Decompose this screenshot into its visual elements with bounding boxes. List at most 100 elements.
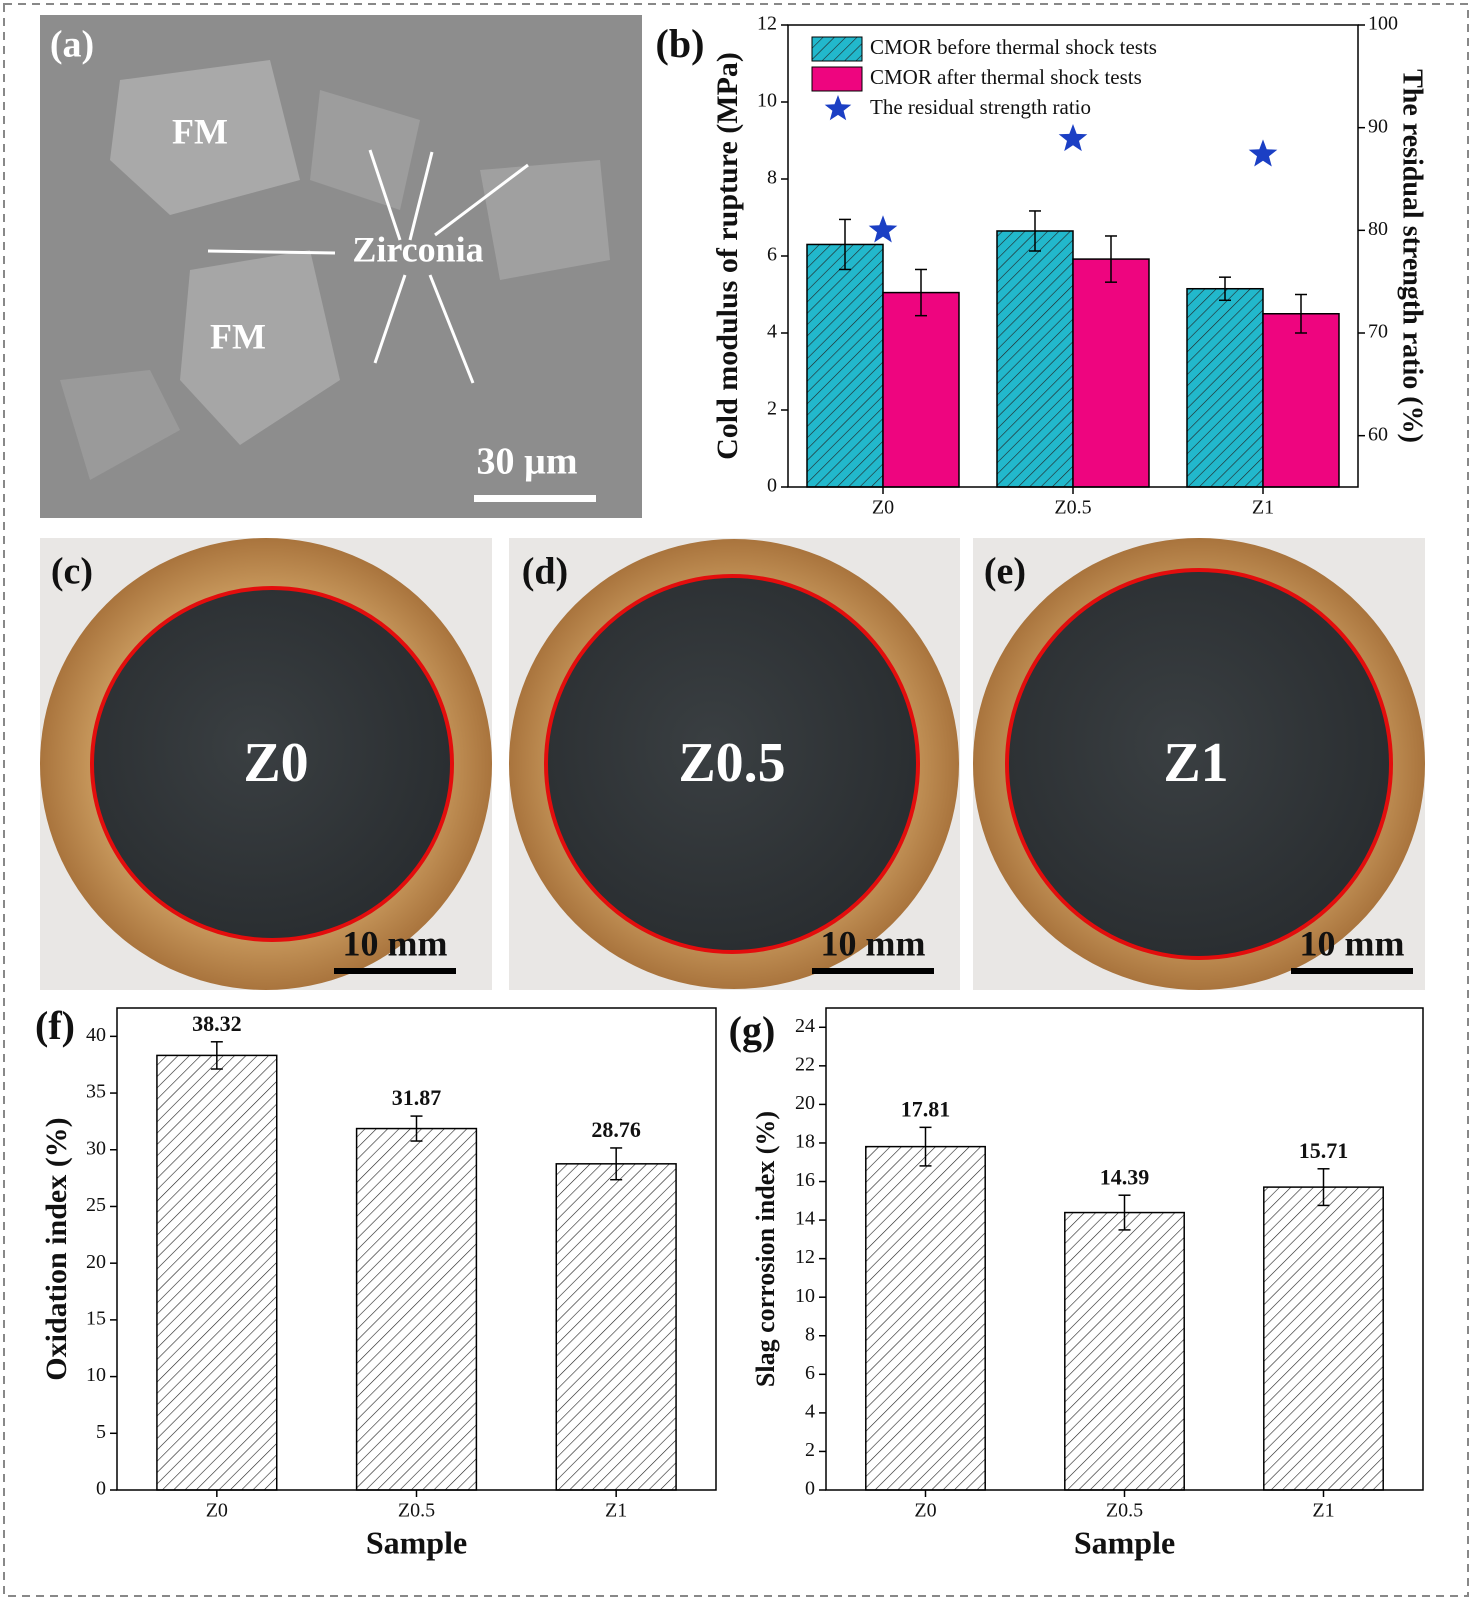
legend-swatch: [811, 66, 863, 92]
y-tick-label: 0: [96, 1478, 106, 1500]
y-tick-label: 20: [86, 1251, 106, 1273]
annotation: FM: [210, 316, 266, 356]
y-tick-label: 10: [86, 1364, 106, 1386]
y-tick-label: 8: [805, 1323, 815, 1345]
bar: [806, 243, 884, 488]
bar: [882, 291, 960, 488]
legend-label: The residual strength ratio: [870, 95, 1091, 119]
data-label: 28.76: [591, 1117, 641, 1142]
sample-label: Z0.5: [678, 732, 785, 794]
error-bar: [1219, 276, 1231, 302]
legend-marker: [824, 95, 852, 121]
data-label: 38.32: [192, 1011, 242, 1036]
panel-label: (f): [35, 1003, 75, 1048]
y-tick-label: 15: [86, 1307, 106, 1329]
y-tick-label: 6: [767, 244, 777, 266]
bar: [1262, 313, 1340, 488]
y2-tick-label: 60: [1368, 423, 1388, 445]
star-marker: [868, 215, 898, 243]
y-tick-label: 30: [86, 1137, 106, 1159]
x-axis-label: Sample: [366, 1524, 467, 1560]
photo: (c) Z0 10 mm: [40, 538, 492, 990]
panel-label: (d): [522, 551, 568, 593]
x-tick-label: Z0: [872, 497, 894, 519]
y-axis-label: Oxidation index (%): [40, 1117, 73, 1380]
plot-frame: [825, 1007, 1424, 1491]
error-bar: [1295, 293, 1307, 334]
panel-label: (b): [656, 21, 705, 66]
x-tick-label: Z1: [1312, 1500, 1334, 1522]
y-tick-label: 35: [86, 1081, 106, 1103]
y2-tick-label: 100: [1368, 13, 1398, 35]
bar: [355, 1127, 478, 1491]
y2-tick-label: 70: [1368, 321, 1388, 343]
panel-label: (e): [984, 551, 1026, 593]
y-tick-label: 25: [86, 1194, 106, 1216]
y-tick-label: 2: [805, 1439, 815, 1461]
y-tick-label: 10: [795, 1285, 815, 1307]
scale-bar-label: 10 mm: [343, 923, 448, 963]
star-marker: [1248, 139, 1278, 167]
y-tick-label: 20: [795, 1092, 815, 1114]
bar: [156, 1054, 278, 1491]
y-tick-label: 14: [795, 1208, 815, 1230]
y2-axis-label: The residual strength ratio (%): [1397, 69, 1428, 443]
data-label: 15.71: [1299, 1138, 1349, 1163]
x-tick-label: Z0.5: [1106, 1500, 1143, 1522]
error-bar: [610, 1147, 623, 1181]
y-tick-label: 0: [767, 475, 777, 497]
error-bar: [1105, 235, 1117, 283]
data-label: 17.81: [901, 1096, 951, 1121]
sample-label: Z0: [243, 732, 308, 794]
y-tick-label: 22: [795, 1053, 815, 1075]
y-tick-label: 4: [805, 1400, 815, 1422]
legend-label: CMOR after thermal shock tests: [870, 65, 1142, 89]
data-label: 14.39: [1100, 1164, 1150, 1189]
y-tick-label: 24: [795, 1015, 815, 1037]
scale-bar-label: 10 mm: [1300, 923, 1405, 963]
panel-label: (g): [729, 1008, 776, 1053]
scale-bar-label: 10 mm: [821, 923, 926, 963]
error-bar: [1317, 1168, 1330, 1207]
bar: [1072, 258, 1150, 488]
y-tick-label: 18: [795, 1131, 815, 1153]
y-tick-label: 5: [96, 1421, 106, 1443]
sample-label: Z1: [1163, 732, 1228, 794]
y-axis-label: Slag corrosion index (%): [751, 1111, 780, 1387]
bar: [1186, 287, 1264, 488]
x-tick-label: Z1: [1252, 497, 1274, 519]
y-tick-label: 0: [805, 1478, 815, 1500]
bar: [1263, 1186, 1384, 1491]
x-tick-label: Z0: [914, 1500, 936, 1522]
y-tick-label: 2: [767, 398, 777, 420]
frame: [3, 3, 1469, 1597]
error-bar: [1118, 1194, 1131, 1231]
y-tick-label: 10: [757, 90, 777, 112]
y-tick-label: 6: [805, 1362, 815, 1384]
scale-bar-label: 30 µm: [476, 441, 577, 483]
error-bar: [1029, 210, 1041, 252]
bar: [555, 1163, 677, 1491]
bar: [996, 230, 1074, 488]
legend-swatch: [811, 36, 863, 62]
y-tick-label: 12: [795, 1246, 815, 1268]
sem-image: (a) FM FM Zirconia 30 µm: [40, 15, 642, 518]
bar: [865, 1145, 986, 1491]
x-tick-label: Z1: [605, 1500, 627, 1522]
panel-label: (a): [50, 24, 94, 66]
y-tick-label: 16: [795, 1169, 815, 1191]
error-bar: [839, 218, 851, 271]
panel-label: (c): [51, 551, 93, 593]
y-tick-label: 4: [767, 321, 777, 343]
x-tick-label: Z0.5: [398, 1500, 435, 1522]
legend-label: CMOR before thermal shock tests: [870, 35, 1157, 59]
x-tick-label: Z0.5: [1054, 497, 1091, 519]
error-bar: [210, 1041, 223, 1070]
y-tick-label: 40: [86, 1024, 106, 1046]
photo: (e) Z1 10 mm: [973, 538, 1425, 990]
y-axis-label: Cold modulus of rupture (MPa): [711, 52, 744, 460]
plot-frame: [787, 24, 1359, 488]
annotation: Zirconia: [352, 229, 483, 269]
